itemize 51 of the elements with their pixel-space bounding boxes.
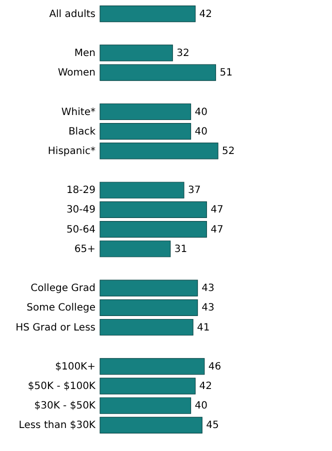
data-label: 52: [222, 146, 235, 157]
y-tick-label: College Grad: [30, 283, 96, 294]
bar: [100, 5, 196, 22]
data-label: 31: [174, 244, 188, 255]
data-label: 47: [210, 204, 224, 216]
data-label: 41: [197, 322, 210, 334]
y-tick-label: Some College: [26, 302, 96, 314]
data-label: 43: [202, 302, 214, 314]
data-label: 32: [176, 48, 190, 59]
data-label: 42: [199, 8, 212, 20]
data-label: 40: [194, 126, 208, 138]
y-tick-label: White*: [61, 106, 96, 118]
y-tick-label: $50K - $100K: [28, 381, 96, 392]
y-tick-label: Less than $30K: [18, 420, 96, 432]
y-tick-label: Black: [68, 126, 96, 138]
data-label: 51: [220, 68, 232, 79]
bar: [100, 397, 192, 414]
data-label: 46: [208, 361, 222, 372]
bar: [100, 240, 171, 258]
y-tick-label: 18-29: [66, 185, 96, 196]
y-tick-label: Men: [74, 48, 96, 59]
bar: [100, 44, 173, 62]
data-label: 43: [202, 283, 214, 294]
y-tick-label: 65+: [74, 244, 96, 255]
bar: [100, 358, 205, 375]
bar: [100, 280, 198, 296]
data-label: 42: [199, 381, 212, 392]
y-tick-label: Hispanic*: [48, 146, 96, 157]
bar: [100, 220, 207, 238]
y-tick-label: HS Grad or Less: [16, 322, 96, 334]
y-tick-label: All adults: [49, 8, 96, 20]
data-label: 37: [188, 185, 201, 196]
data-label: 47: [210, 224, 224, 236]
bar: [100, 142, 218, 160]
bar: [100, 123, 192, 140]
bar: [100, 201, 207, 218]
bar: [100, 318, 194, 336]
y-tick-label: $30K - $50K: [34, 400, 96, 412]
y-tick-label: 50-64: [66, 224, 96, 236]
bar: [100, 64, 216, 81]
bar: [100, 416, 202, 434]
y-tick-label: $100K+: [55, 361, 96, 372]
data-label: 45: [206, 420, 219, 432]
data-label: 40: [194, 106, 208, 118]
data-label: 40: [194, 400, 208, 412]
bar: [100, 182, 184, 198]
bar: [100, 103, 192, 120]
y-tick-label: Women: [58, 68, 96, 79]
y-tick-label: 30-49: [66, 204, 96, 216]
bar: [100, 378, 196, 394]
bar: [100, 299, 198, 316]
